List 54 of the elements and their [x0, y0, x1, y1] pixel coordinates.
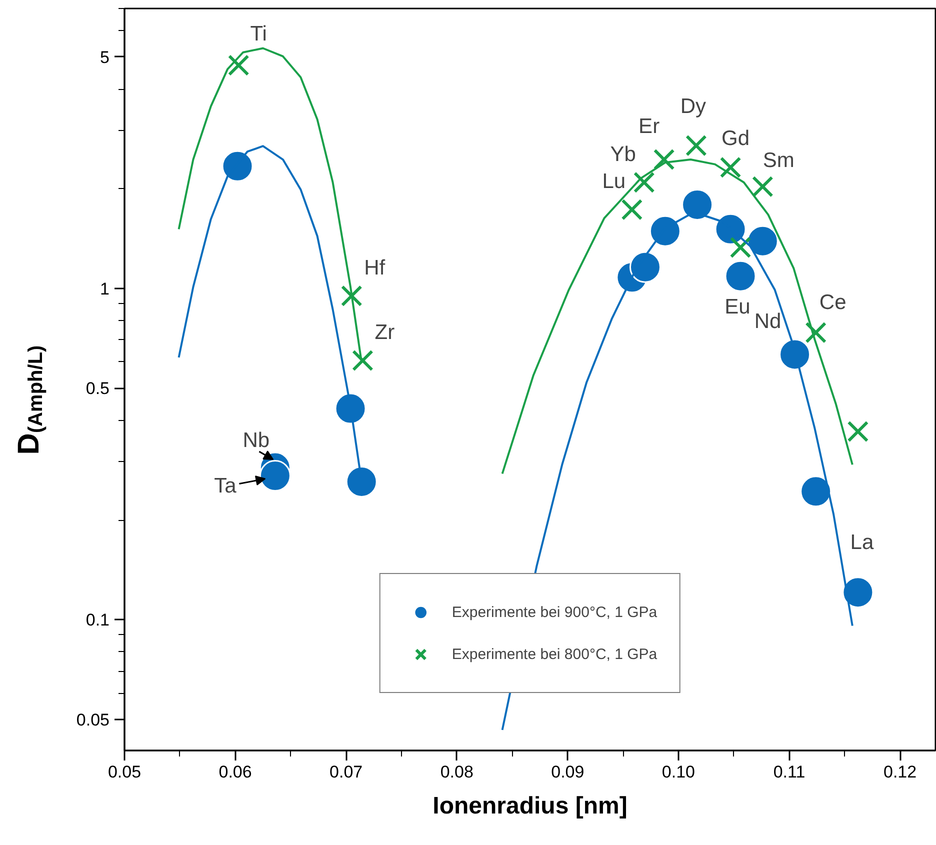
point [629, 251, 661, 283]
point [724, 260, 756, 292]
point [685, 134, 707, 156]
point [621, 198, 643, 220]
point [730, 236, 752, 258]
y-tick-label: 0.1 [86, 610, 110, 630]
annotation: Lu [602, 170, 626, 194]
x-tick-label: 0.06 [218, 762, 252, 782]
x-tick-label: 0.09 [551, 762, 584, 782]
x-axis-title: Ionenradius [nm] [432, 792, 628, 820]
x-tick-label: 0.11 [773, 762, 806, 782]
point [805, 322, 827, 344]
legend-label: Experimente bei 800°C, 1 GPa [452, 646, 658, 662]
point [720, 156, 742, 178]
point [222, 150, 254, 182]
point [653, 148, 675, 170]
annotation: Sm [762, 149, 794, 172]
point [779, 338, 811, 370]
x-tick-label: 0.10 [662, 762, 696, 782]
point [340, 285, 362, 307]
point [746, 225, 778, 257]
annotation: Hf [364, 256, 386, 280]
point [800, 476, 832, 508]
annotation: Eu [724, 296, 750, 319]
y-tick-label: 1 [100, 279, 110, 298]
y-tick-label: 0.5 [86, 379, 110, 398]
y-tick-label: 0.05 [76, 710, 110, 730]
annotation: Zr [374, 321, 395, 344]
point [842, 576, 874, 608]
point [682, 188, 714, 220]
annotation: Nd [754, 310, 782, 333]
point [334, 392, 366, 424]
annotation: Gd [722, 126, 750, 150]
annotation: La [850, 530, 874, 554]
point [352, 350, 374, 372]
y-tick-label: 5 [100, 48, 110, 67]
x-tick-label: 0.08 [440, 762, 474, 782]
annotation: Nb [242, 429, 270, 452]
annotation: Yb [610, 142, 636, 166]
legend-label: Experimente bei 900°C, 1 GPa [452, 604, 658, 620]
point [259, 460, 291, 492]
x-tick-label: 0.07 [330, 762, 363, 782]
point [752, 176, 774, 198]
x-tick-label: 0.12 [884, 762, 917, 782]
point [649, 215, 681, 247]
annotation: Ce [819, 291, 846, 314]
annotation: Er [638, 115, 660, 138]
annotation: Dy [680, 95, 707, 118]
point [847, 420, 869, 442]
point [633, 172, 655, 194]
annotation: Ta [214, 474, 237, 498]
annotation: Ti [250, 22, 267, 46]
point [228, 54, 250, 76]
point [346, 466, 378, 498]
